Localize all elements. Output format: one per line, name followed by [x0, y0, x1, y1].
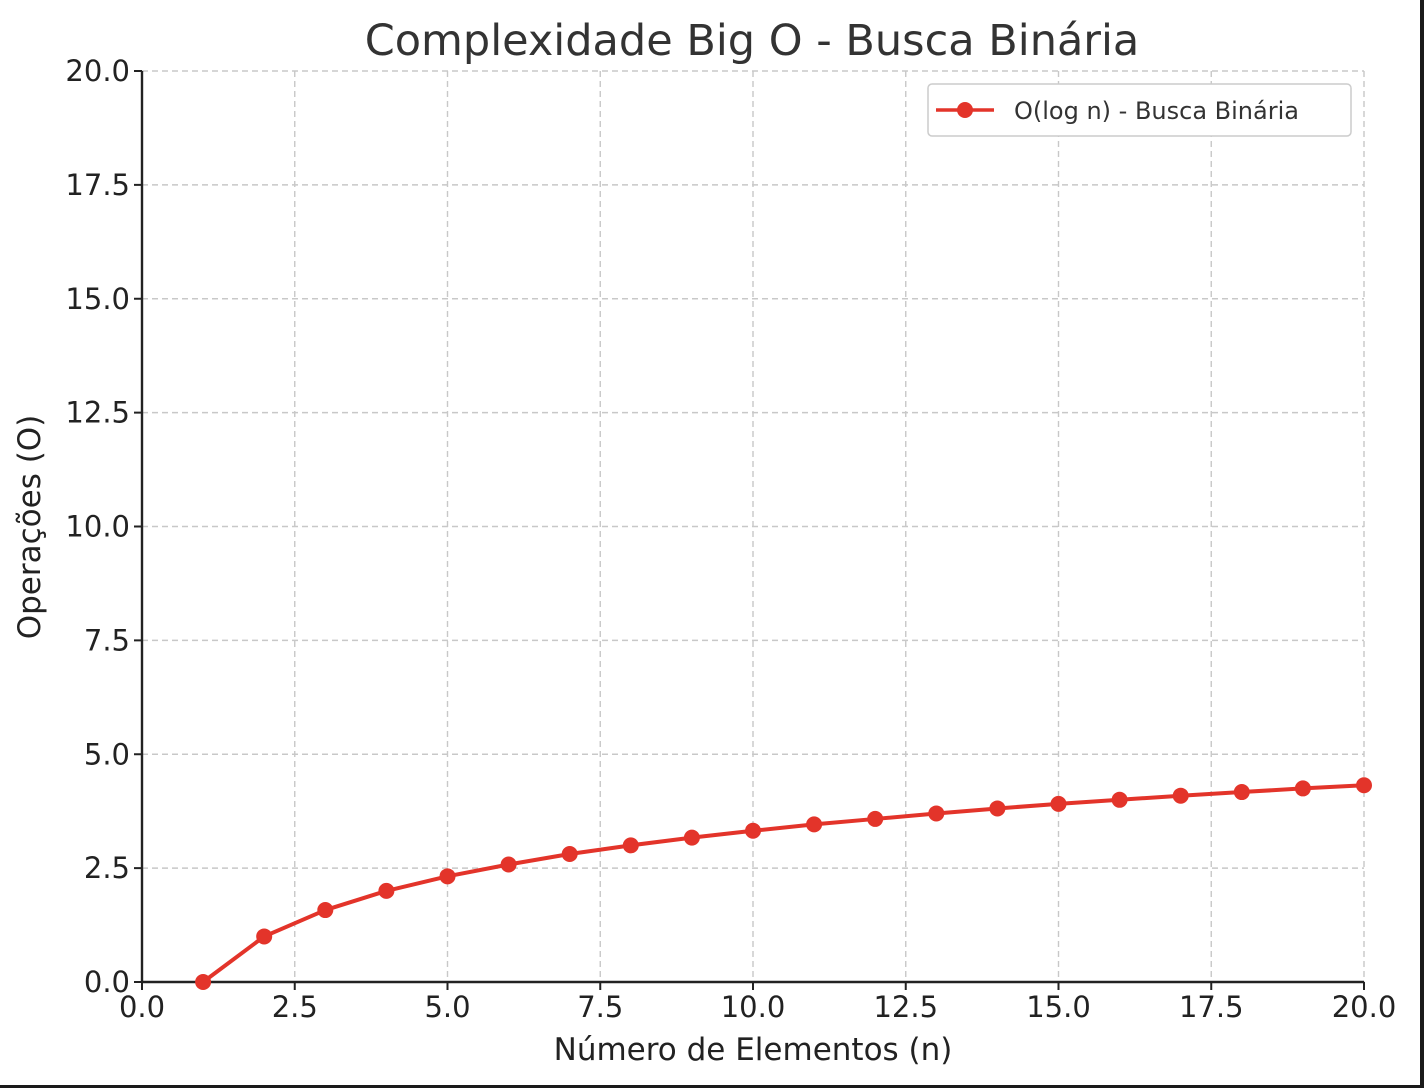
series-line	[201, 783, 1365, 984]
data-point	[806, 816, 823, 833]
x-tick-label: 7.5	[577, 990, 623, 1024]
y-tick-label: 12.5	[65, 396, 130, 430]
legend-box	[927, 83, 1352, 137]
y-tick-label: 15.0	[65, 282, 130, 316]
x-tick-label: 20.0	[1332, 990, 1397, 1024]
data-point	[989, 800, 1006, 817]
y-tick-label: 20.0	[65, 54, 130, 88]
x-tick-label: 15.0	[1026, 990, 1091, 1024]
data-point	[439, 868, 456, 885]
x-tick-label: 2.5	[272, 990, 318, 1024]
y-tick-label: 5.0	[84, 737, 130, 771]
data-point	[500, 856, 517, 873]
grid-layer	[141, 70, 1365, 983]
data-point	[378, 882, 395, 899]
data-point	[1050, 795, 1067, 812]
data-point	[195, 974, 212, 990]
legend: O(log n) - Busca Binária	[927, 83, 1352, 137]
y-axis-label: Operações (O)	[12, 415, 48, 640]
data-point	[745, 822, 761, 839]
data-point	[256, 928, 273, 945]
x-axis-label: Número de Elementos (n)	[554, 1032, 953, 1068]
data-point	[683, 829, 700, 846]
legend-marker-sample	[957, 102, 973, 118]
data-point	[1294, 780, 1311, 797]
series-layer	[195, 777, 1372, 990]
ticks-layer: 0.0 2.5 5.0 7.5 10.0 12.5 15.0 17.5 20.0 0.0 2.5 5.…	[65, 54, 1396, 1024]
data-point	[1172, 787, 1189, 804]
data-point	[928, 805, 945, 822]
y-tick-label: 10.0	[65, 510, 130, 544]
data-point	[1233, 784, 1250, 801]
x-tick-label: 0.0	[119, 990, 165, 1024]
y-tick-label: 2.5	[84, 851, 130, 885]
x-tick-label: 5.0	[424, 990, 470, 1024]
data-point	[1111, 791, 1128, 808]
window-edge-right	[1420, 0, 1424, 1088]
x-tick-label: 10.0	[721, 990, 786, 1024]
y-tick-label: 17.5	[65, 168, 130, 202]
data-point	[867, 810, 884, 827]
x-tick-label: 17.5	[1179, 990, 1244, 1024]
y-tick-label: 0.0	[84, 965, 130, 999]
data-point	[317, 902, 334, 919]
legend-series-label: O(log n) - Busca Binária	[1014, 97, 1299, 125]
y-tick-label: 7.5	[84, 623, 130, 657]
chart-title: Complexidade Big O - Busca Binária	[365, 16, 1140, 66]
window-edge-bottom	[0, 1085, 1424, 1088]
x-tick-label: 12.5	[873, 990, 938, 1024]
data-point	[1356, 777, 1372, 794]
data-point	[561, 846, 578, 863]
data-point	[622, 837, 639, 854]
